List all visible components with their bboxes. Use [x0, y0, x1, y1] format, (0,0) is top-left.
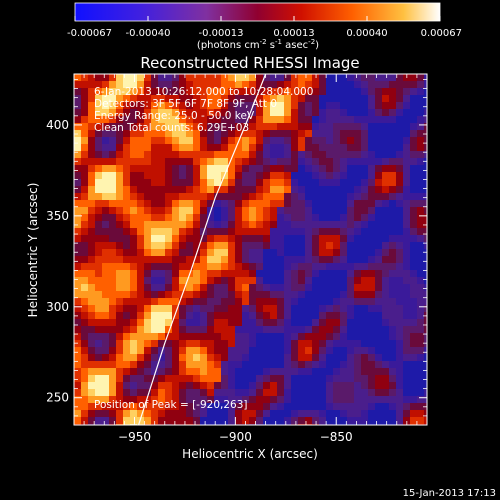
colorbar-units: (photons cm-2 s-1 asec-2)	[197, 38, 319, 51]
solar-limb-arc	[137, 74, 267, 425]
x-axis-label: Heliocentric X (arcsec)	[182, 447, 318, 461]
y-tick-label: 250	[46, 391, 69, 405]
plot-frame	[73, 73, 428, 426]
annotation-energy-range: Energy Range: 25.0 - 50.0 keV	[94, 110, 255, 122]
y-axis-ticks: 250 300 350 400	[46, 79, 427, 417]
annotation-time-range: 6-Jan-2013 10:26:12.000 to 10:28:04.000	[94, 86, 313, 98]
colorbar-tick-label: 0.00013	[273, 28, 314, 39]
colorbar-tick-label: -0.00067	[67, 28, 112, 39]
colorbar-tick-label: 0.00040	[346, 28, 387, 39]
y-axis-label: Heliocentric Y (arcsec)	[26, 183, 40, 318]
footer-timestamp: 15-Jan-2013 17:13	[403, 488, 496, 499]
annotation-detectors: Detectors: 3F 5F 6F 7F 8F 9F, Att 0	[94, 98, 277, 110]
y-tick-label: 300	[46, 300, 69, 314]
colorbar-tick-label: -0.00040	[126, 28, 171, 39]
colorbar-ticks: -0.00067 -0.00040 -0.00013 0.00013 0.00040 0.…	[67, 16, 462, 39]
peak-position-label: Position of Peak = [-920,263]	[94, 399, 248, 411]
x-tick-label: −900	[219, 430, 252, 444]
annotation-clean-counts: Clean Total counts: 6.29E+03	[94, 122, 249, 134]
colorbar	[74, 2, 441, 22]
x-tick-label: −950	[118, 430, 151, 444]
x-tick-label: −850	[320, 430, 353, 444]
colorbar-tick-label: 0.00067	[421, 28, 462, 39]
x-axis-ticks: −950 −900 −850	[83, 74, 418, 444]
y-tick-label: 350	[46, 209, 69, 223]
chart-title: Reconstructed RHESSI Image	[140, 54, 359, 72]
heatmap-image	[74, 74, 427, 425]
colorbar-tick-label: -0.00013	[199, 28, 244, 39]
y-tick-label: 400	[46, 118, 69, 132]
